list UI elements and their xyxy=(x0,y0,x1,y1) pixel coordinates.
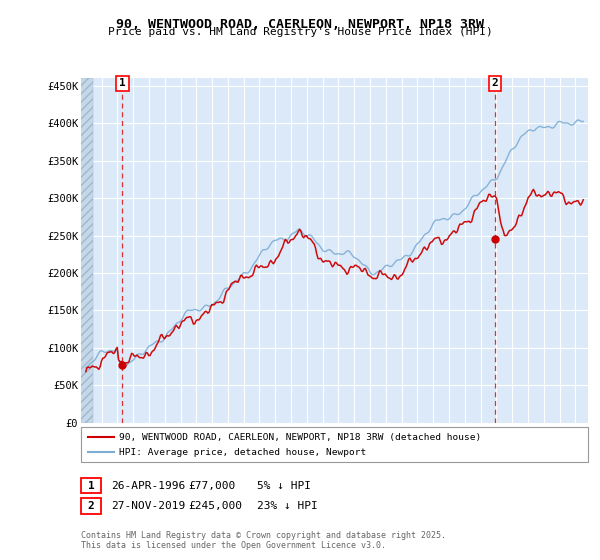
Text: 2: 2 xyxy=(492,78,499,88)
Text: 26-APR-1996: 26-APR-1996 xyxy=(112,480,186,491)
Text: Contains HM Land Registry data © Crown copyright and database right 2025.
This d: Contains HM Land Registry data © Crown c… xyxy=(81,530,446,550)
Text: Price paid vs. HM Land Registry's House Price Index (HPI): Price paid vs. HM Land Registry's House … xyxy=(107,27,493,37)
Text: 23% ↓ HPI: 23% ↓ HPI xyxy=(257,501,317,511)
Text: £245,000: £245,000 xyxy=(188,501,242,511)
Text: 90, WENTWOOD ROAD, CAERLEON, NEWPORT, NP18 3RW: 90, WENTWOOD ROAD, CAERLEON, NEWPORT, NP… xyxy=(116,18,484,31)
Text: 5% ↓ HPI: 5% ↓ HPI xyxy=(257,480,311,491)
Text: £77,000: £77,000 xyxy=(188,480,235,491)
Bar xyxy=(76,78,93,423)
Text: 1: 1 xyxy=(88,480,94,491)
Text: 2: 2 xyxy=(88,501,94,511)
Text: 27-NOV-2019: 27-NOV-2019 xyxy=(112,501,186,511)
Text: 1: 1 xyxy=(119,78,126,88)
Text: 90, WENTWOOD ROAD, CAERLEON, NEWPORT, NP18 3RW (detached house): 90, WENTWOOD ROAD, CAERLEON, NEWPORT, NP… xyxy=(119,432,481,441)
Text: HPI: Average price, detached house, Newport: HPI: Average price, detached house, Newp… xyxy=(119,448,366,457)
